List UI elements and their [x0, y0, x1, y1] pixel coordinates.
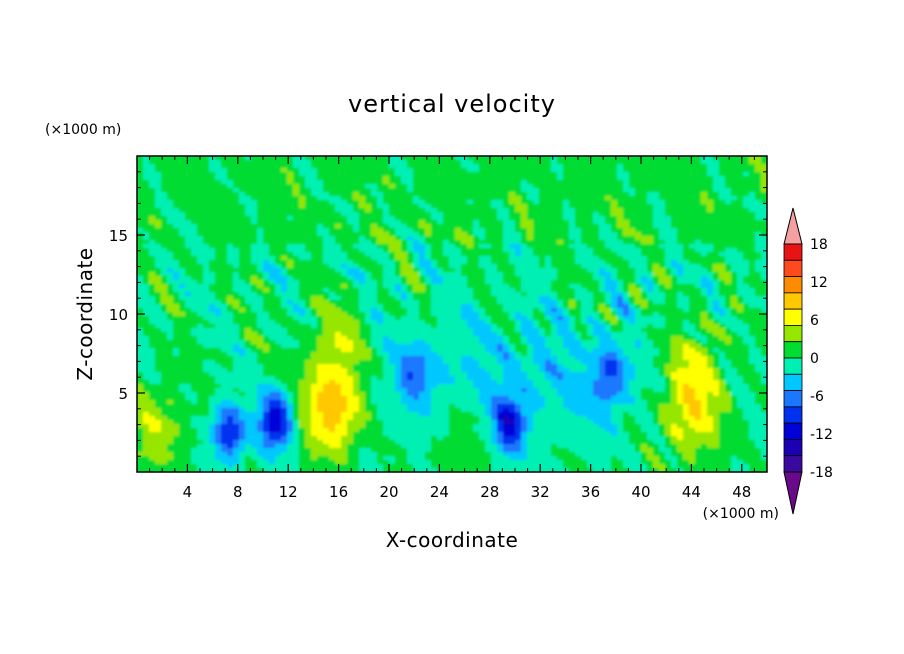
colorbar-extend-top	[783, 207, 803, 245]
plot-area	[137, 156, 767, 472]
x-tick-label: 44	[682, 483, 701, 501]
x-unit-label: (×1000 m)	[703, 506, 779, 522]
colorbar-box	[783, 455, 803, 473]
colorbar-tick-label: -12	[810, 427, 833, 443]
colorbar-box	[783, 406, 803, 424]
x-tick-label: 48	[732, 483, 751, 501]
colorbar-box	[783, 243, 803, 261]
x-tick-label: 16	[329, 483, 348, 501]
x-tick-label: 12	[279, 483, 298, 501]
colorbar-box	[783, 357, 803, 375]
colorbar-box	[783, 422, 803, 440]
colorbar-tick-label: 12	[810, 275, 828, 291]
colorbar-box	[783, 292, 803, 310]
x-axis-label: X-coordinate	[386, 528, 519, 552]
y-tick-label: 15	[109, 227, 128, 245]
y-axis: 5 10 15	[109, 171, 767, 457]
chart-title: vertical velocity	[348, 90, 556, 118]
colorbar-box	[783, 341, 803, 359]
colorbar-box	[783, 276, 803, 294]
colorbar: 18 12 6 0 -6 -12 -18	[783, 207, 833, 515]
x-tick-label: 8	[233, 483, 243, 501]
y-unit-label: (×1000 m)	[45, 122, 121, 138]
y-tick-label: 10	[109, 306, 128, 324]
y-tick-label: 5	[118, 385, 128, 403]
colorbar-box	[783, 325, 803, 343]
colorbar-box	[783, 308, 803, 326]
x-tick-label: 4	[183, 483, 193, 501]
colorbar-tick-label: 6	[810, 313, 819, 329]
colorbar-box	[783, 439, 803, 457]
x-tick-label: 28	[480, 483, 499, 501]
colorbar-extend-bottom	[783, 471, 803, 515]
colorbar-tick-label: -6	[810, 389, 824, 405]
colorbar-box	[783, 259, 803, 277]
x-tick-label: 36	[581, 483, 600, 501]
colorbar-box	[783, 373, 803, 391]
x-axis: 4 8 12 16 20 24 28 32 36 40 44 48	[149, 156, 755, 501]
velocity-field	[137, 156, 767, 472]
y-axis-label: Z-coordinate	[73, 247, 97, 380]
colorbar-tick-label: 0	[810, 351, 819, 367]
colorbar-box	[783, 390, 803, 408]
colorbar-tick-label: 18	[810, 237, 828, 253]
x-tick-label: 20	[379, 483, 398, 501]
x-tick-label: 24	[430, 483, 449, 501]
colorbar-tick-label: -18	[810, 465, 833, 481]
x-tick-label: 40	[631, 483, 650, 501]
x-tick-label: 32	[531, 483, 550, 501]
